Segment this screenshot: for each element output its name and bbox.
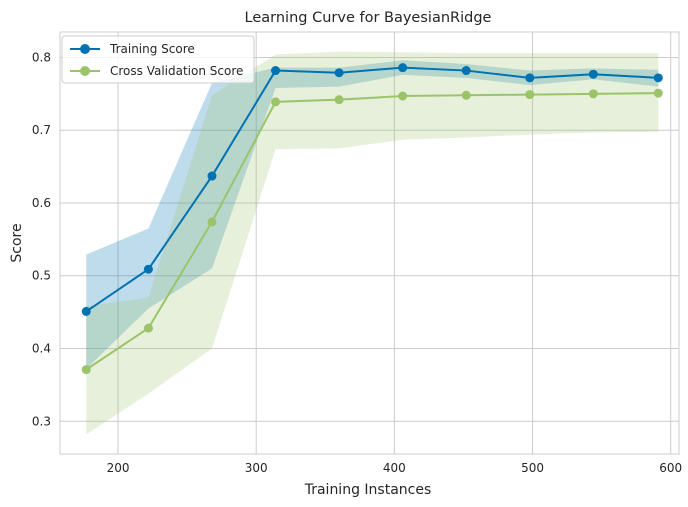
legend-training-label: Training Score: [109, 42, 195, 56]
cv-score-point: [143, 323, 153, 333]
chart-title: Learning Curve for BayesianRidge: [245, 10, 492, 26]
x-axis-label: Training Instances: [304, 482, 432, 498]
x-tick-label: 300: [245, 461, 268, 475]
training-score-point: [271, 66, 281, 76]
training-score-point: [398, 63, 408, 73]
x-tick-label: 200: [107, 461, 130, 475]
training-score-band: [86, 60, 659, 369]
training-score-line: [85, 66, 659, 313]
x-tick-label: 400: [383, 461, 406, 475]
legend-box: [61, 35, 255, 84]
cv-score-point: [271, 97, 281, 107]
x-tick-label: 600: [659, 461, 682, 475]
y-tick-label: 0.5: [32, 269, 51, 283]
y-tick-labels: 0.3 0.4 0.5 0.6 0.7 0.8: [32, 50, 51, 428]
legend: Training Score Cross Validation Score: [61, 35, 255, 84]
training-score-point: [525, 73, 535, 83]
training-score-point: [588, 69, 598, 79]
training-score-point: [334, 68, 344, 78]
grid-lines: [60, 32, 679, 454]
y-tick-label: 0.8: [32, 50, 51, 64]
cv-score-point: [398, 91, 408, 101]
cv-score-point: [81, 365, 91, 375]
series-lines: [85, 66, 659, 371]
cv-score-point: [207, 217, 217, 227]
legend-cv-marker: [80, 66, 90, 76]
cv-score-point: [525, 90, 535, 100]
cv-score-point: [334, 95, 344, 105]
y-tick-label: 0.6: [32, 196, 51, 210]
x-tick-label: 500: [521, 461, 544, 475]
x-tick-labels: 200 300 400 500 600: [107, 461, 683, 475]
cv-score-line: [85, 92, 659, 371]
cv-score-point: [588, 89, 598, 99]
y-axis-label: Score: [9, 223, 25, 262]
series-points: [81, 63, 663, 375]
y-tick-label: 0.7: [32, 123, 51, 137]
training-score-point: [653, 73, 663, 83]
training-score-point: [81, 306, 91, 316]
legend-cv-label: Cross Validation Score: [110, 64, 243, 78]
legend-training-marker: [80, 44, 90, 54]
training-score-point: [207, 171, 217, 181]
y-tick-label: 0.3: [32, 414, 51, 428]
cv-score-point: [653, 88, 663, 98]
training-score-point: [143, 264, 153, 274]
y-tick-label: 0.4: [32, 342, 51, 356]
training-score-point: [461, 66, 471, 76]
plot-frame: [59, 31, 680, 455]
cv-score-point: [461, 90, 471, 100]
